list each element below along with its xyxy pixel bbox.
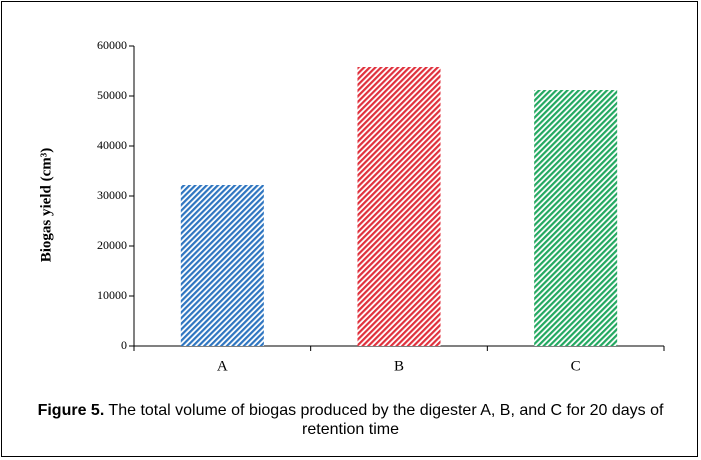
caption-label: Figure 5.	[37, 402, 105, 419]
y-tick-label: 40000	[97, 138, 127, 152]
caption-text: The total volume of biogas produced by t…	[108, 402, 664, 438]
y-tick-label: 50000	[97, 88, 127, 102]
y-tick-label: 60000	[97, 38, 127, 52]
bar	[357, 67, 441, 346]
x-tick-label: C	[571, 358, 581, 374]
y-tick-label: 30000	[97, 188, 127, 202]
bar	[180, 185, 264, 346]
chart: Biogas yield (cm³) 0 10000 20000 30000 40000…	[38, 38, 665, 374]
x-tick-label: A	[217, 358, 228, 374]
bar	[534, 90, 618, 346]
y-tick-label: 0	[121, 338, 127, 352]
y-tick-label: 10000	[97, 288, 127, 302]
y-tick-label: 20000	[97, 238, 127, 252]
caption: Figure 5. The total volume of biogas pro…	[10, 401, 691, 439]
x-tick-label: B	[394, 358, 404, 374]
y-axis-label: Biogas yield (cm³)	[38, 148, 54, 263]
